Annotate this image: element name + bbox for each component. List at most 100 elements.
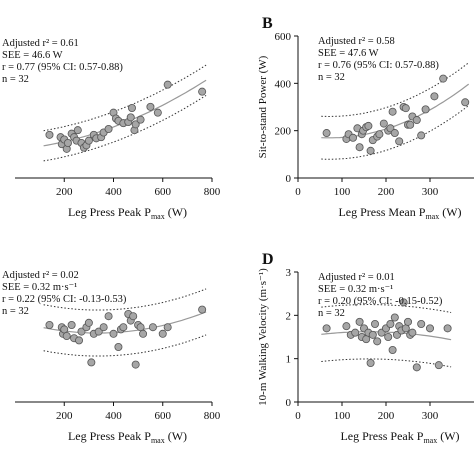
panel-label: D	[262, 251, 274, 268]
lower-prediction-band	[43, 94, 207, 162]
panel-label: B	[262, 15, 273, 32]
chart-panel-2: 200 400 600 800 Leg Press Peak Pmax (W) Adjus…	[2, 270, 221, 445]
data-point	[63, 138, 72, 147]
data-point	[373, 337, 382, 346]
data-point	[45, 320, 54, 329]
stats-line: Adjusted r² = 0.58	[318, 36, 395, 47]
x-tick-label: 200	[378, 410, 395, 422]
y-tick-label: 2	[286, 310, 292, 322]
data-point	[388, 107, 397, 116]
data-point	[399, 298, 408, 307]
data-point	[104, 312, 113, 321]
y-tick-label: 3	[286, 267, 292, 279]
data-point	[148, 323, 157, 332]
chart-panel-3: 0 100 200 300 0 1 2 3 Leg Press Peak Pmax (W) 10-…	[257, 251, 474, 445]
data-point	[62, 331, 71, 340]
data-point	[412, 363, 421, 372]
x-tick-label: 600	[155, 410, 172, 422]
x-tick-label: 200	[56, 410, 73, 422]
x-tick-label: 0	[295, 186, 301, 198]
data-point	[131, 120, 140, 129]
y-tick-label: 600	[275, 31, 292, 43]
x-tick-label: 300	[422, 186, 439, 198]
data-point	[368, 330, 377, 339]
data-point	[375, 130, 384, 139]
data-point	[99, 323, 108, 332]
data-point	[366, 146, 375, 155]
data-point	[77, 327, 86, 336]
stats-line: n = 32	[2, 306, 29, 317]
stats-line: r = 0.20 (95% CI: -0.15-0.52)	[318, 296, 443, 307]
data-point	[384, 332, 393, 341]
x-tick-label: 800	[204, 410, 221, 422]
y-tick-label: 0	[286, 173, 292, 185]
data-point	[430, 92, 439, 101]
x-tick-label: 200	[378, 186, 395, 198]
x-tick-label: 600	[155, 186, 172, 198]
data-point	[126, 113, 135, 122]
data-point	[75, 336, 84, 345]
data-point	[390, 313, 399, 322]
x-tick-label: 300	[422, 410, 439, 422]
regression-line	[43, 79, 207, 147]
stats-line: r = 0.77 (95% CI: 0.57-0.88)	[2, 62, 123, 73]
y-axis-label: 10-m Walking Velocity (m·s⁻¹)	[257, 268, 269, 406]
x-tick-label: 400	[105, 410, 122, 422]
data-point	[417, 319, 426, 328]
stats-line: Adjusted r² = 0.61	[2, 38, 79, 49]
data-point	[84, 136, 93, 145]
data-point	[109, 329, 118, 338]
data-point	[67, 320, 76, 329]
stats-line: SEE = 47.6 W	[318, 48, 379, 59]
data-point	[434, 361, 443, 370]
x-axis-label: Leg Press Peak Pmax (W)	[68, 429, 187, 445]
stats-line: SEE = 0.32 m·s⁻¹	[318, 284, 393, 295]
data-point	[401, 104, 410, 113]
data-point	[158, 329, 167, 338]
data-point	[60, 325, 69, 334]
data-point	[386, 319, 395, 328]
x-tick-label: 800	[204, 186, 221, 198]
data-point	[348, 133, 357, 142]
data-point	[390, 129, 399, 138]
stats-line: Adjusted r² = 0.01	[318, 272, 395, 283]
stats-line: SEE = 0.32 m·s⁻¹	[2, 282, 77, 293]
data-point	[421, 105, 430, 114]
data-point	[136, 115, 145, 124]
data-point	[366, 358, 375, 367]
x-tick-label: 0	[295, 410, 301, 422]
stats-line: n = 32	[318, 72, 345, 83]
data-point	[355, 317, 364, 326]
data-point	[322, 129, 331, 138]
chart-panel-0: 200 400 600 800 Leg Press Peak Pmax (W) Adjus…	[2, 38, 221, 221]
data-point	[395, 137, 404, 146]
lower-prediction-band	[321, 105, 470, 160]
data-point	[45, 130, 54, 139]
data-point	[342, 322, 351, 331]
data-point	[388, 345, 397, 354]
stats-line: n = 32	[318, 308, 345, 319]
x-axis-label: Leg Press Peak Pmax (W)	[68, 205, 187, 221]
data-point	[127, 104, 136, 113]
stats-line: r = 0.22 (95% CI: -0.13-0.53)	[2, 294, 127, 305]
stats-line: n = 32	[2, 74, 29, 85]
y-axis-label: Sit-to-stand Power (W)	[257, 55, 269, 158]
data-point	[406, 120, 415, 129]
data-point	[403, 317, 412, 326]
upper-prediction-band	[43, 288, 207, 311]
data-point	[163, 80, 172, 89]
data-point	[198, 305, 207, 314]
data-point	[136, 323, 145, 332]
data-point	[355, 143, 364, 152]
data-point	[163, 323, 172, 332]
x-axis-label: Leg Press Peak Pmax (W)	[340, 429, 459, 445]
regression-line	[43, 311, 207, 334]
data-point	[379, 119, 388, 128]
data-point	[139, 329, 148, 338]
y-tick-label: 400	[275, 78, 292, 90]
data-point	[425, 324, 434, 333]
data-point	[131, 360, 140, 369]
data-point	[129, 312, 138, 321]
upper-prediction-band	[43, 64, 207, 132]
data-point	[412, 116, 421, 125]
